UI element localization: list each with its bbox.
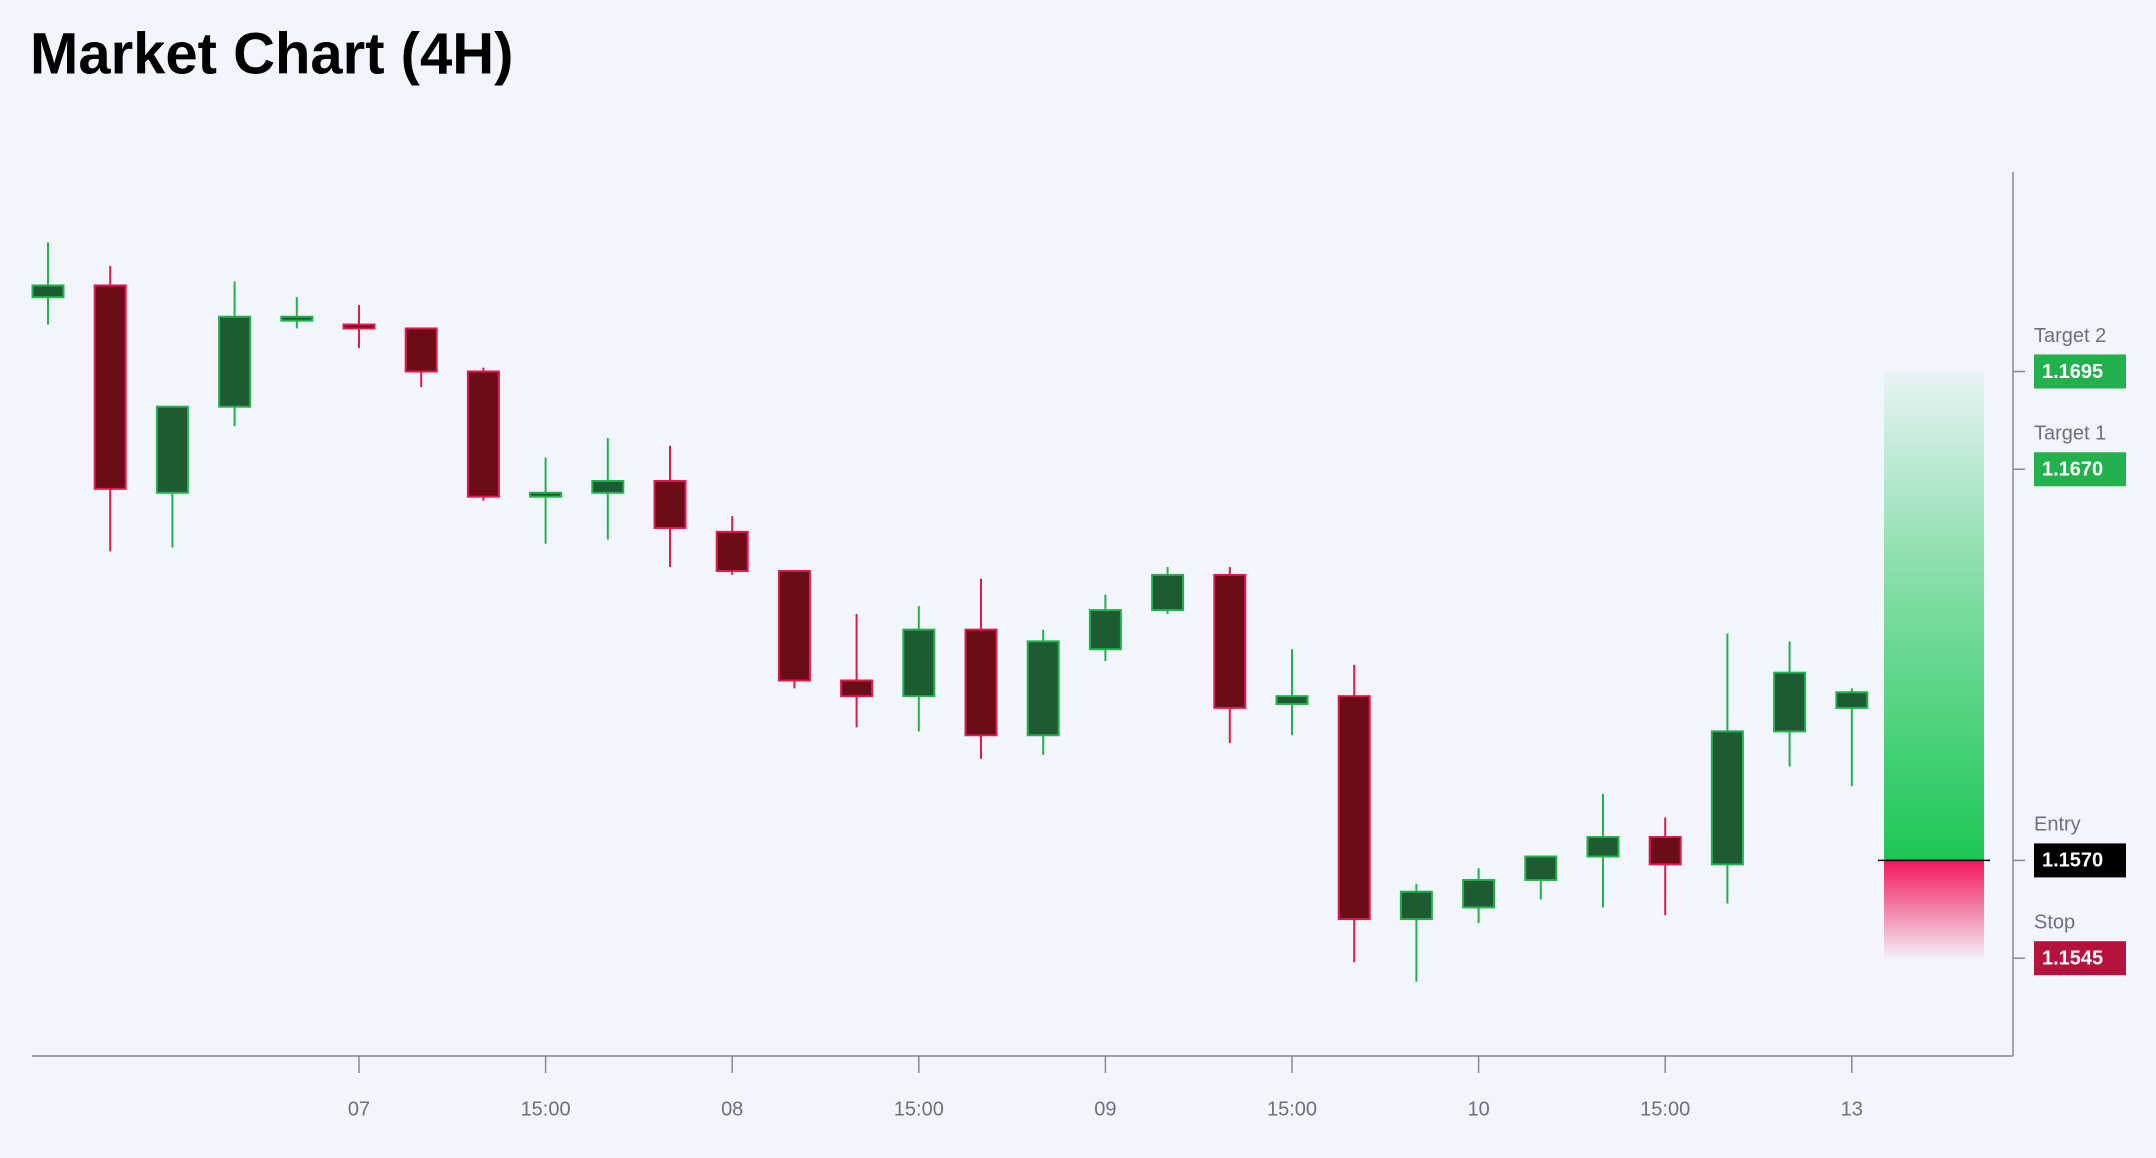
candle-body [280, 315, 314, 322]
candle-body [1835, 691, 1869, 709]
candle-body [1026, 640, 1060, 737]
chart-title: Market Chart (4H) [30, 21, 513, 86]
x-tick-label: 15:00 [1640, 1098, 1690, 1120]
candle-body [218, 315, 252, 408]
candle-body [342, 323, 376, 330]
level-value: 1.1545 [2042, 947, 2103, 969]
candle-body [777, 569, 811, 682]
candle-body [31, 284, 65, 299]
x-tick-label: 07 [348, 1098, 370, 1120]
x-tick-label: 10 [1467, 1098, 1489, 1120]
level-box [2034, 354, 2126, 389]
candle-body [1462, 878, 1496, 909]
level-box [2034, 843, 2126, 878]
risk-zone [1884, 860, 1984, 959]
candle-body [964, 628, 998, 737]
level-value: 1.1670 [2042, 459, 2103, 481]
x-tick-label: 15:00 [1267, 1098, 1317, 1120]
x-tick-label: 13 [1841, 1098, 1863, 1120]
candle-body [155, 405, 189, 494]
candle-body [840, 679, 874, 698]
level-box [2034, 452, 2126, 487]
candle-body [1213, 573, 1247, 709]
candle-body [93, 284, 127, 490]
reward-zone [1884, 371, 1984, 861]
candle-body [529, 491, 563, 498]
candle-body [466, 370, 500, 498]
candle-body [1337, 695, 1371, 921]
x-tick-label: 15:00 [894, 1098, 944, 1120]
x-tick-label: 08 [721, 1098, 743, 1120]
candle-body [1648, 835, 1682, 866]
level-name: Stop [2034, 911, 2075, 933]
candle-body [404, 327, 438, 373]
candle-body [591, 480, 625, 494]
candle-body [653, 480, 687, 529]
candle-body [1710, 730, 1744, 866]
candle-body [1586, 835, 1620, 858]
x-tick-label: 15:00 [521, 1098, 571, 1120]
level-value: 1.1695 [2042, 361, 2103, 383]
level-box [2034, 941, 2126, 976]
level-name: Entry [2034, 814, 2081, 836]
candle-body [1088, 609, 1122, 651]
candle-body [1399, 890, 1433, 921]
x-tick-label: 09 [1094, 1098, 1116, 1120]
candle-body [1151, 573, 1185, 612]
candle-body [902, 628, 936, 698]
level-value: 1.1570 [2042, 850, 2103, 872]
level-name: Target 2 [2034, 325, 2106, 347]
candle-body [1524, 855, 1558, 881]
candle-body [1275, 695, 1309, 705]
candle-body [1773, 671, 1807, 733]
candle-body [715, 530, 749, 572]
level-name: Target 1 [2034, 423, 2106, 445]
